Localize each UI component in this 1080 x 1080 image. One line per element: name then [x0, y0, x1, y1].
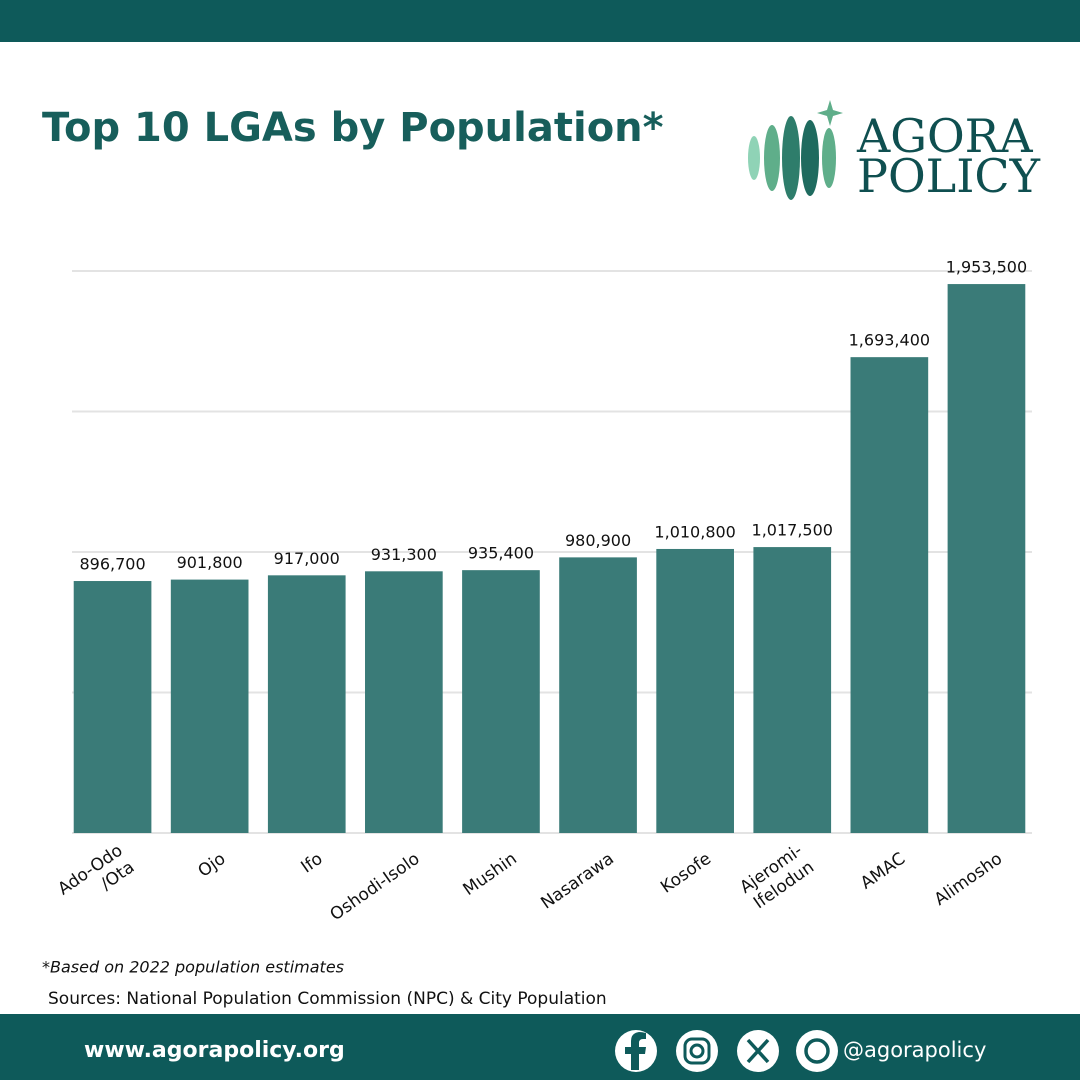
facebook-glyph — [625, 1032, 646, 1070]
x-tick-label: Kosofe — [657, 849, 715, 898]
bar — [365, 571, 443, 833]
value-label: 896,700 — [79, 555, 145, 574]
bar — [73, 581, 152, 833]
bar — [850, 357, 929, 833]
x-tick-label: Ojo — [195, 849, 230, 882]
x-tick-label: AMAC — [857, 849, 909, 894]
threads-icon[interactable] — [796, 1030, 838, 1072]
logo: AGORA POLICY — [748, 100, 1041, 203]
bar — [656, 548, 734, 833]
chart-title: Top 10 LGAs by Population* — [42, 105, 664, 151]
website[interactable]: www.agorapolicy.org — [84, 1038, 345, 1063]
source: Sources: National Population Commission … — [48, 989, 607, 1009]
x-tick-label: Nasarawa — [537, 849, 617, 914]
footnote: *Based on 2022 population estimates — [42, 958, 344, 977]
x-glyph — [746, 1038, 770, 1064]
instagram-icon[interactable] — [676, 1030, 718, 1072]
bar — [170, 579, 249, 833]
logo-star — [817, 100, 843, 126]
bar — [559, 557, 637, 833]
footer-bar — [0, 1014, 1080, 1080]
threads-glyph — [804, 1038, 830, 1064]
bar — [753, 547, 832, 833]
bar — [267, 575, 346, 833]
value-label: 980,900 — [565, 531, 631, 550]
handle[interactable]: @agorapolicy — [843, 1038, 986, 1062]
value-label: 1,953,500 — [946, 258, 1027, 277]
logo-text: POLICY — [857, 149, 1041, 203]
value-label: 935,400 — [468, 544, 534, 563]
value-label: 1,010,800 — [654, 522, 735, 541]
logo-shape — [764, 125, 780, 191]
bar — [947, 284, 1026, 833]
instagram-glyph — [683, 1037, 711, 1065]
x-tick-label: Ifo — [297, 849, 326, 878]
logo-shape — [801, 120, 819, 196]
x-tick-label: Ado-Odo/Ota — [54, 841, 138, 917]
logo-shape — [748, 136, 760, 180]
value-label: 1,017,500 — [752, 521, 833, 540]
social-icons — [615, 1030, 838, 1072]
instagram-glyph — [689, 1043, 705, 1059]
x-tick-label: Oshodi-Isolo — [327, 849, 424, 925]
value-label: 931,300 — [371, 545, 437, 564]
bar — [462, 570, 540, 833]
value-label: 901,800 — [177, 553, 243, 572]
logo-shape — [822, 128, 836, 188]
top-bar — [0, 0, 1080, 42]
value-label: 917,000 — [274, 549, 340, 568]
logo-text: AGORA — [856, 109, 1033, 163]
plot: 896,700 Ado-Odo/Ota 901,800 Ojo 917,000 Ifo 93… — [54, 258, 1032, 925]
x-tick-label: Alimosho — [931, 849, 1006, 910]
value-label: 1,693,400 — [849, 331, 930, 350]
logo-shape — [782, 116, 800, 200]
x-tick-label: Mushin — [460, 849, 521, 900]
x-tick-label: Ajeromi-Ifelodun — [736, 841, 818, 915]
